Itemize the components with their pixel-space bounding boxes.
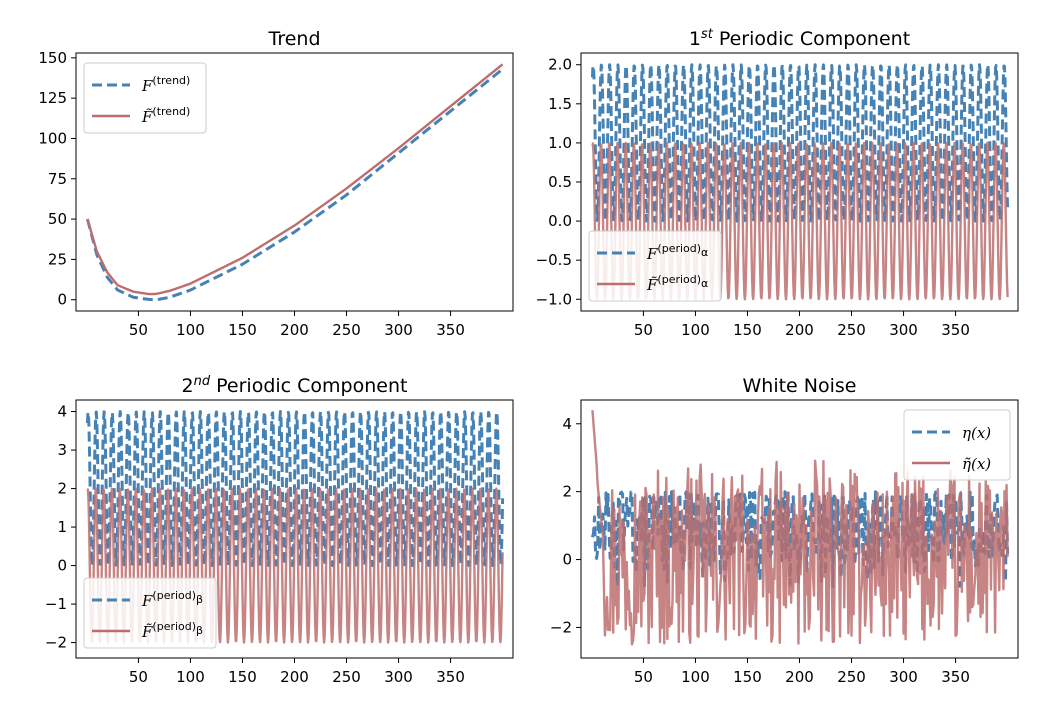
y-tick-label: 150 (38, 49, 67, 67)
legend: F(trend) F̃(trend) (83, 62, 207, 134)
y-tick-label: −2 (45, 634, 67, 652)
chart-panel-1: 50 100 150 200 250 300 350 0 25 50 75 100 125 150 Tren… (38, 28, 514, 339)
x-tick-label: 250 (837, 668, 866, 686)
y-tick-label: 125 (38, 89, 67, 107)
y-tick-label: 100 (38, 129, 67, 147)
x-tick-label: 250 (837, 321, 866, 339)
x-tick-label: 150 (228, 668, 257, 686)
x-tick-label: 200 (785, 668, 814, 686)
y-tick-label: 4 (57, 403, 67, 421)
x-tick-label: 300 (384, 321, 413, 339)
x-tick-label: 300 (889, 668, 918, 686)
x-tick-label: 100 (681, 668, 710, 686)
y-tick-label: 50 (48, 210, 67, 228)
series-line-true (590, 63, 1010, 223)
y-tick-label: 0 (57, 557, 67, 575)
legend-label: F(period)β (141, 589, 203, 610)
legend-label: F(trend) (141, 74, 190, 95)
x-tick-label: 50 (634, 321, 653, 339)
legend-label: η(x) (962, 424, 991, 442)
x-tick-label: 200 (280, 668, 309, 686)
legend-label: F̃(trend) (141, 105, 190, 126)
plot-area (85, 63, 504, 302)
y-tick-label: 25 (48, 250, 67, 268)
y-tick-label: 75 (48, 170, 67, 188)
y-tick-label: 1.5 (548, 95, 572, 113)
x-tick-label: 150 (733, 668, 762, 686)
chart-panel-3: 50 100 150 200 250 300 350 −2 −1 0 1 2 3 4 2nd Periodi… (45, 374, 514, 686)
y-tick-label: −1.0 (536, 290, 572, 308)
legend-label: η̃(x) (962, 455, 991, 473)
y-tick-label: 2.0 (548, 56, 572, 74)
y-tick-label: 0 (57, 291, 67, 309)
y-tick-label: 1.0 (548, 134, 572, 152)
x-tick-label: 100 (681, 321, 710, 339)
series-line-true (85, 67, 504, 302)
y-tick-label: −1 (45, 595, 67, 613)
x-tick-label: 50 (129, 668, 148, 686)
x-tick-label: 200 (785, 321, 814, 339)
plot-area (590, 410, 1010, 646)
x-tick-label: 100 (176, 668, 205, 686)
chart-title: 1st Periodic Component (689, 27, 910, 51)
chart-title: 2nd Periodic Component (182, 374, 408, 398)
y-tick-label: −0.5 (536, 251, 572, 269)
x-tick-label: 50 (634, 668, 653, 686)
x-tick-label: 150 (733, 321, 762, 339)
legend: F(period)α F̃(period)α (588, 230, 722, 302)
chart-title: Trend (268, 28, 321, 50)
y-tick-label: 2 (57, 480, 67, 498)
y-tick-label: 2 (562, 483, 572, 501)
legend: η(x) η̃(x) (903, 409, 1011, 481)
x-tick-label: 300 (384, 668, 413, 686)
series-line-true (85, 410, 505, 568)
x-tick-label: 150 (228, 321, 257, 339)
y-tick-label: 3 (57, 441, 67, 459)
x-tick-label: 250 (332, 668, 361, 686)
x-tick-label: 350 (941, 668, 970, 686)
y-tick-label: 1 (57, 518, 67, 536)
legend-label: F(period)α (646, 242, 708, 263)
legend-label: F̃(period)β (141, 620, 203, 641)
series-line-estimate (591, 410, 1009, 646)
x-tick-label: 100 (176, 321, 205, 339)
y-tick-label: 0 (562, 551, 572, 569)
y-tick-label: 4 (562, 415, 572, 433)
series-line-estimate (86, 63, 504, 296)
x-tick-label: 300 (889, 321, 918, 339)
chart-title: White Noise (743, 375, 857, 397)
x-tick-label: 200 (280, 321, 309, 339)
chart-panel-2: 50 100 150 200 250 300 350 −1.0 −0.5 0.0 0.5 1.0 1.5… (536, 27, 1019, 339)
legend-label: F̃(period)α (646, 273, 708, 294)
x-tick-label: 50 (129, 321, 148, 339)
chart-panel-4: 50 100 150 200 250 300 350 −2 0 2 4 White Noise η(x)… (550, 375, 1019, 686)
x-tick-label: 350 (436, 321, 465, 339)
x-tick-label: 350 (436, 668, 465, 686)
y-tick-label: −2 (550, 618, 572, 636)
legend: F(period)β F̃(period)β (83, 577, 217, 649)
x-tick-label: 350 (941, 321, 970, 339)
x-tick-label: 250 (332, 321, 361, 339)
legend-frame (903, 409, 1011, 481)
y-tick-label: 0.0 (548, 212, 572, 230)
y-tick-label: 0.5 (548, 173, 572, 191)
